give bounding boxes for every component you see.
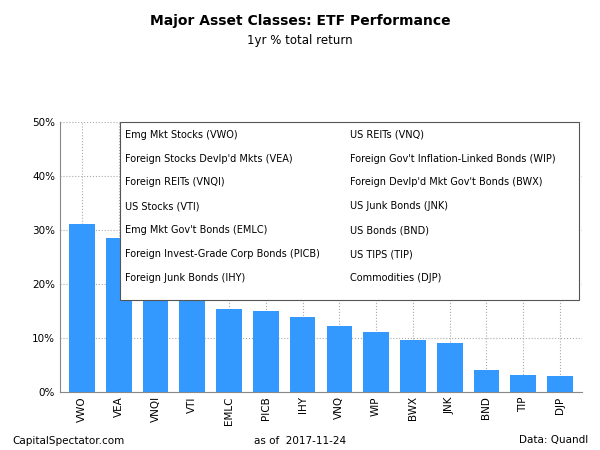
Bar: [547, 376, 573, 392]
Bar: [400, 340, 426, 392]
Bar: [437, 343, 463, 392]
Text: US Junk Bonds (JNK): US Junk Bonds (JNK): [350, 201, 448, 212]
Bar: [326, 326, 352, 392]
Bar: [290, 317, 316, 392]
Bar: [363, 332, 389, 392]
Bar: [473, 370, 499, 392]
FancyBboxPatch shape: [120, 122, 580, 300]
Text: Foreign Stocks Devlp'd Mkts (VEA): Foreign Stocks Devlp'd Mkts (VEA): [125, 153, 293, 163]
Text: 1yr % total return: 1yr % total return: [247, 34, 353, 47]
Text: Emg Mkt Gov't Bonds (EMLC): Emg Mkt Gov't Bonds (EMLC): [125, 225, 268, 235]
Text: US Stocks (VTI): US Stocks (VTI): [125, 201, 200, 212]
Text: as of  2017-11-24: as of 2017-11-24: [254, 436, 346, 446]
Text: Foreign REITs (VNQI): Foreign REITs (VNQI): [125, 177, 225, 188]
Text: US REITs (VNQ): US REITs (VNQ): [350, 130, 424, 140]
Bar: [216, 309, 242, 392]
Text: Foreign Devlp'd Mkt Gov't Bonds (BWX): Foreign Devlp'd Mkt Gov't Bonds (BWX): [350, 177, 542, 188]
Text: US Bonds (BND): US Bonds (BND): [350, 225, 429, 235]
Bar: [106, 238, 131, 392]
Text: Data: Quandl: Data: Quandl: [519, 436, 588, 446]
Text: Foreign Junk Bonds (IHY): Foreign Junk Bonds (IHY): [125, 273, 245, 283]
Text: Foreign Invest-Grade Corp Bonds (PICB): Foreign Invest-Grade Corp Bonds (PICB): [125, 249, 320, 259]
Bar: [143, 256, 169, 392]
Bar: [253, 310, 279, 392]
Bar: [179, 283, 205, 392]
Text: Foreign Gov't Inflation-Linked Bonds (WIP): Foreign Gov't Inflation-Linked Bonds (WI…: [350, 153, 556, 163]
Text: CapitalSpectator.com: CapitalSpectator.com: [12, 436, 124, 446]
Bar: [69, 224, 95, 392]
Text: US TIPS (TIP): US TIPS (TIP): [350, 249, 412, 259]
Bar: [511, 375, 536, 392]
Text: Major Asset Classes: ETF Performance: Major Asset Classes: ETF Performance: [149, 14, 451, 27]
Text: Commodities (DJP): Commodities (DJP): [350, 273, 441, 283]
Text: Emg Mkt Stocks (VWO): Emg Mkt Stocks (VWO): [125, 130, 238, 140]
